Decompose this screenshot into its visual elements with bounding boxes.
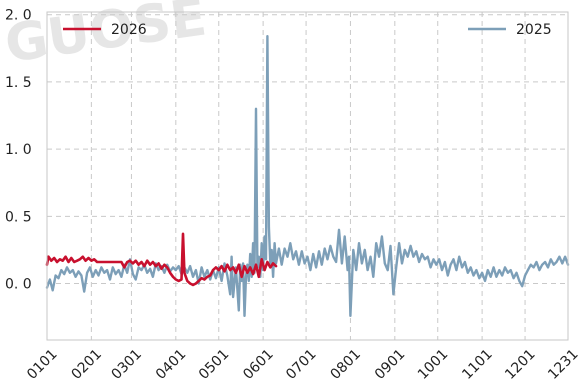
series-line-2025 [45,35,570,317]
x-tick-label: 0601 [240,346,277,383]
plot-frame [46,11,569,341]
series-lines [45,35,570,317]
x-tick-label: 1001 [415,346,452,383]
x-tick-label: 0501 [196,346,233,383]
y-tick-label: 1. 0 [5,142,32,158]
legend: 2026 2025 [63,22,552,38]
watermark-text: GUOSE [1,0,209,75]
x-tick-label: 1201 [502,346,539,383]
y-tick-label: 2. 0 [5,8,32,24]
legend-label-2026: 2026 [111,22,147,38]
x-tick-label: 0401 [153,346,190,383]
series-line-2026 [45,232,278,287]
x-tick-label: 0301 [109,346,146,383]
y-tick-label: 1. 5 [5,75,32,91]
x-tick-label: 1231 [545,346,582,383]
grid-lines [46,12,569,340]
y-tick-label: 0. 5 [5,209,32,225]
x-tick-label: 0201 [68,346,105,383]
x-tick-label: 0901 [372,346,409,383]
x-tick-label: 1101 [459,346,496,383]
x-axis-ticks: 0101 0201 0301 0401 0501 0601 0701 0801 0901 1001… [24,346,582,383]
legend-label-2025: 2025 [516,22,552,38]
x-tick-label: 0101 [24,346,61,383]
x-tick-label: 0801 [328,346,365,383]
x-tick-label: 0701 [283,346,320,383]
y-tick-label: 0. 0 [5,277,32,293]
y-axis-ticks: 0. 0 0. 5 1. 0 1. 5 2. 0 [5,8,32,293]
